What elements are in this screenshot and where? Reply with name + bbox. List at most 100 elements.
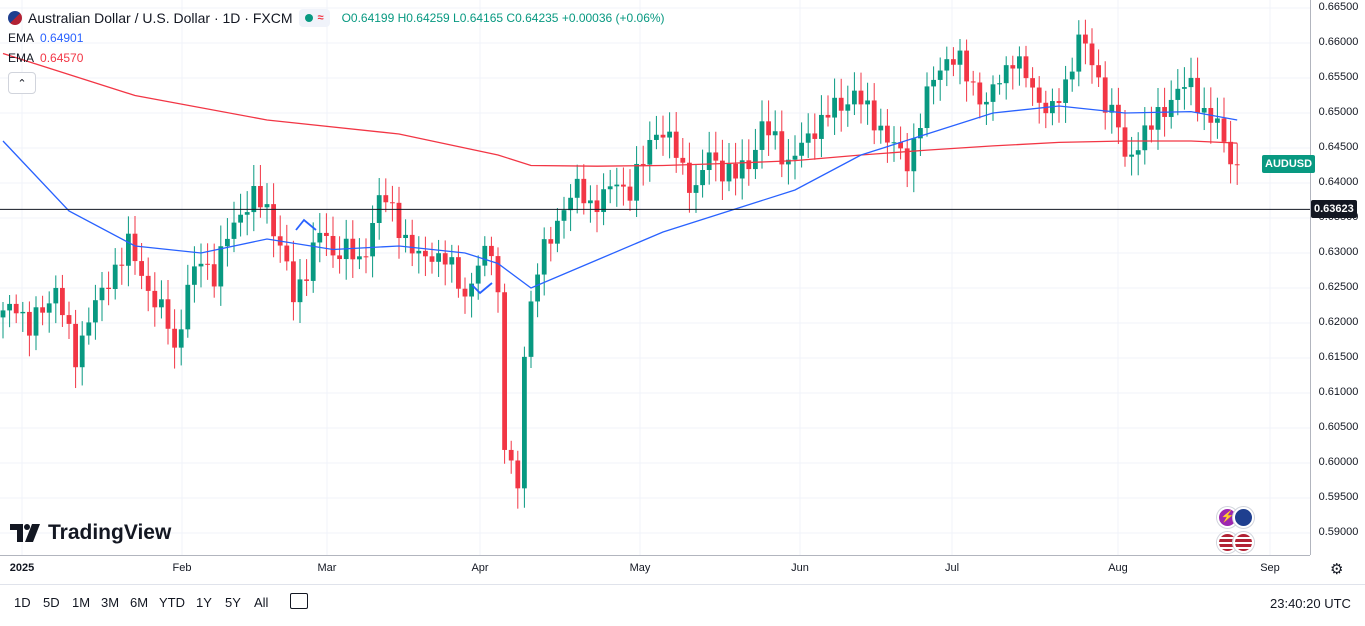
candle-body (370, 222, 375, 257)
candle-body (825, 114, 831, 118)
clock-readout[interactable]: 23:40:20 UTC (1270, 596, 1351, 611)
flag-au-us-icon (8, 11, 22, 25)
candle-body (1063, 79, 1068, 103)
y-tick-label: 0.63000 (1318, 246, 1359, 258)
x-tick-label: Jul (944, 562, 960, 574)
ema-slow-legend[interactable]: EMA 0.64570 (8, 48, 665, 68)
y-tick-label: 0.60000 (1318, 456, 1359, 468)
candle-body (687, 162, 692, 193)
candle-body (1155, 107, 1161, 130)
time-axis[interactable]: ⚙ 2025 Feb Mar Apr May Jun Jul Aug Sep (0, 555, 1343, 584)
logo-text: TradingView (48, 521, 172, 544)
tradingview-logo[interactable]: TradingView (10, 521, 171, 545)
candle-body (528, 301, 534, 357)
candle-body (1142, 125, 1148, 151)
candle-body (621, 184, 626, 187)
candle-body (614, 184, 620, 187)
calendar-icon[interactable] (290, 593, 308, 609)
candle-body (198, 263, 204, 267)
price-chart[interactable] (0, 0, 1310, 555)
candle-body (60, 287, 65, 316)
candle-body (159, 299, 164, 308)
flag-us-icon-2[interactable] (1233, 532, 1254, 553)
ema-fast-legend[interactable]: EMA 0.64901 (8, 28, 665, 48)
candle-body (20, 311, 26, 314)
range-button-1y[interactable]: 1Y (196, 595, 212, 610)
candle-body (541, 239, 547, 275)
candle-body (324, 232, 329, 236)
y-tick-label: 0.59500 (1318, 491, 1359, 503)
range-button-all[interactable]: All (254, 595, 269, 610)
candle-body (838, 97, 844, 111)
candle-body (871, 100, 877, 131)
y-tick-label: 0.66000 (1318, 36, 1359, 48)
y-tick-label: 0.64000 (1318, 176, 1359, 188)
candle-body (1215, 118, 1220, 123)
candle-body (845, 104, 851, 111)
candle-body (726, 163, 732, 182)
candle-body (1083, 34, 1088, 44)
x-tick-label: Jun (791, 562, 809, 574)
time-axis-settings-icon[interactable]: ⚙ (1330, 561, 1344, 578)
candle-body (858, 90, 864, 105)
candle-body (594, 200, 600, 213)
candle-body (264, 204, 270, 208)
range-button-1d[interactable]: 1D (14, 595, 31, 610)
candle-body (205, 263, 210, 265)
candle-body (957, 50, 963, 65)
candle-body (865, 100, 870, 105)
candle-body (390, 202, 395, 204)
x-tick-label: Sep (1260, 562, 1280, 574)
candle-body (779, 131, 785, 165)
candle-body (244, 212, 250, 215)
candle-body (1076, 34, 1082, 72)
candle-body (706, 152, 712, 171)
candle-body (33, 307, 39, 336)
range-button-6m[interactable]: 6M (130, 595, 149, 610)
candle-body (396, 202, 402, 239)
candle-body (291, 261, 296, 303)
range-button-ytd[interactable]: YTD (159, 595, 185, 610)
candle-body (27, 311, 32, 336)
candle-body (667, 131, 672, 138)
wave-icon: ≈ (317, 12, 324, 24)
candle-body (654, 134, 659, 140)
candle-body (330, 235, 336, 256)
candle-body (106, 287, 111, 289)
candle-body (482, 245, 488, 266)
candle-body (1129, 154, 1134, 157)
candle-body (812, 133, 818, 139)
candle-body (1096, 65, 1101, 78)
range-button-1m[interactable]: 1M (72, 595, 91, 610)
range-button-3m[interactable]: 3M (101, 595, 120, 610)
candle-body (126, 233, 131, 266)
range-button-5d[interactable]: 5D (43, 595, 60, 610)
y-tick-label: 0.62500 (1318, 281, 1359, 293)
y-tick-label: 0.60500 (1318, 421, 1359, 433)
status-pill[interactable]: ≈ (298, 9, 330, 27)
candle-body (640, 163, 646, 165)
collapse-legend-button[interactable]: ⌃ (8, 72, 36, 94)
ema-slow-line (2, 52, 1238, 167)
range-button-5y[interactable]: 5Y (225, 595, 241, 610)
candle-body (535, 274, 540, 302)
candle-body (73, 323, 78, 368)
candle-body (152, 290, 158, 308)
ema-fast-label: EMA (8, 31, 35, 45)
candle-body (964, 50, 969, 82)
candle-body (1010, 65, 1016, 69)
candle-body (132, 233, 138, 262)
candle-body (297, 279, 303, 303)
candle-body (904, 148, 910, 172)
candle-body (1003, 65, 1009, 84)
flag-au-icon[interactable] (1233, 507, 1254, 528)
candle-body (891, 142, 897, 144)
symbol-title[interactable]: Australian Dollar / U.S. Dollar · 1D · F… (28, 10, 293, 26)
candle-body (977, 82, 983, 105)
candle-body (753, 149, 758, 170)
candle-body (515, 460, 521, 489)
candle-body (660, 134, 666, 138)
price-axis[interactable]: 0.66500 0.66000 0.65500 0.65000 0.64500 0.640… (1310, 0, 1365, 555)
candle-body (766, 121, 771, 136)
candle-body (1195, 77, 1200, 113)
